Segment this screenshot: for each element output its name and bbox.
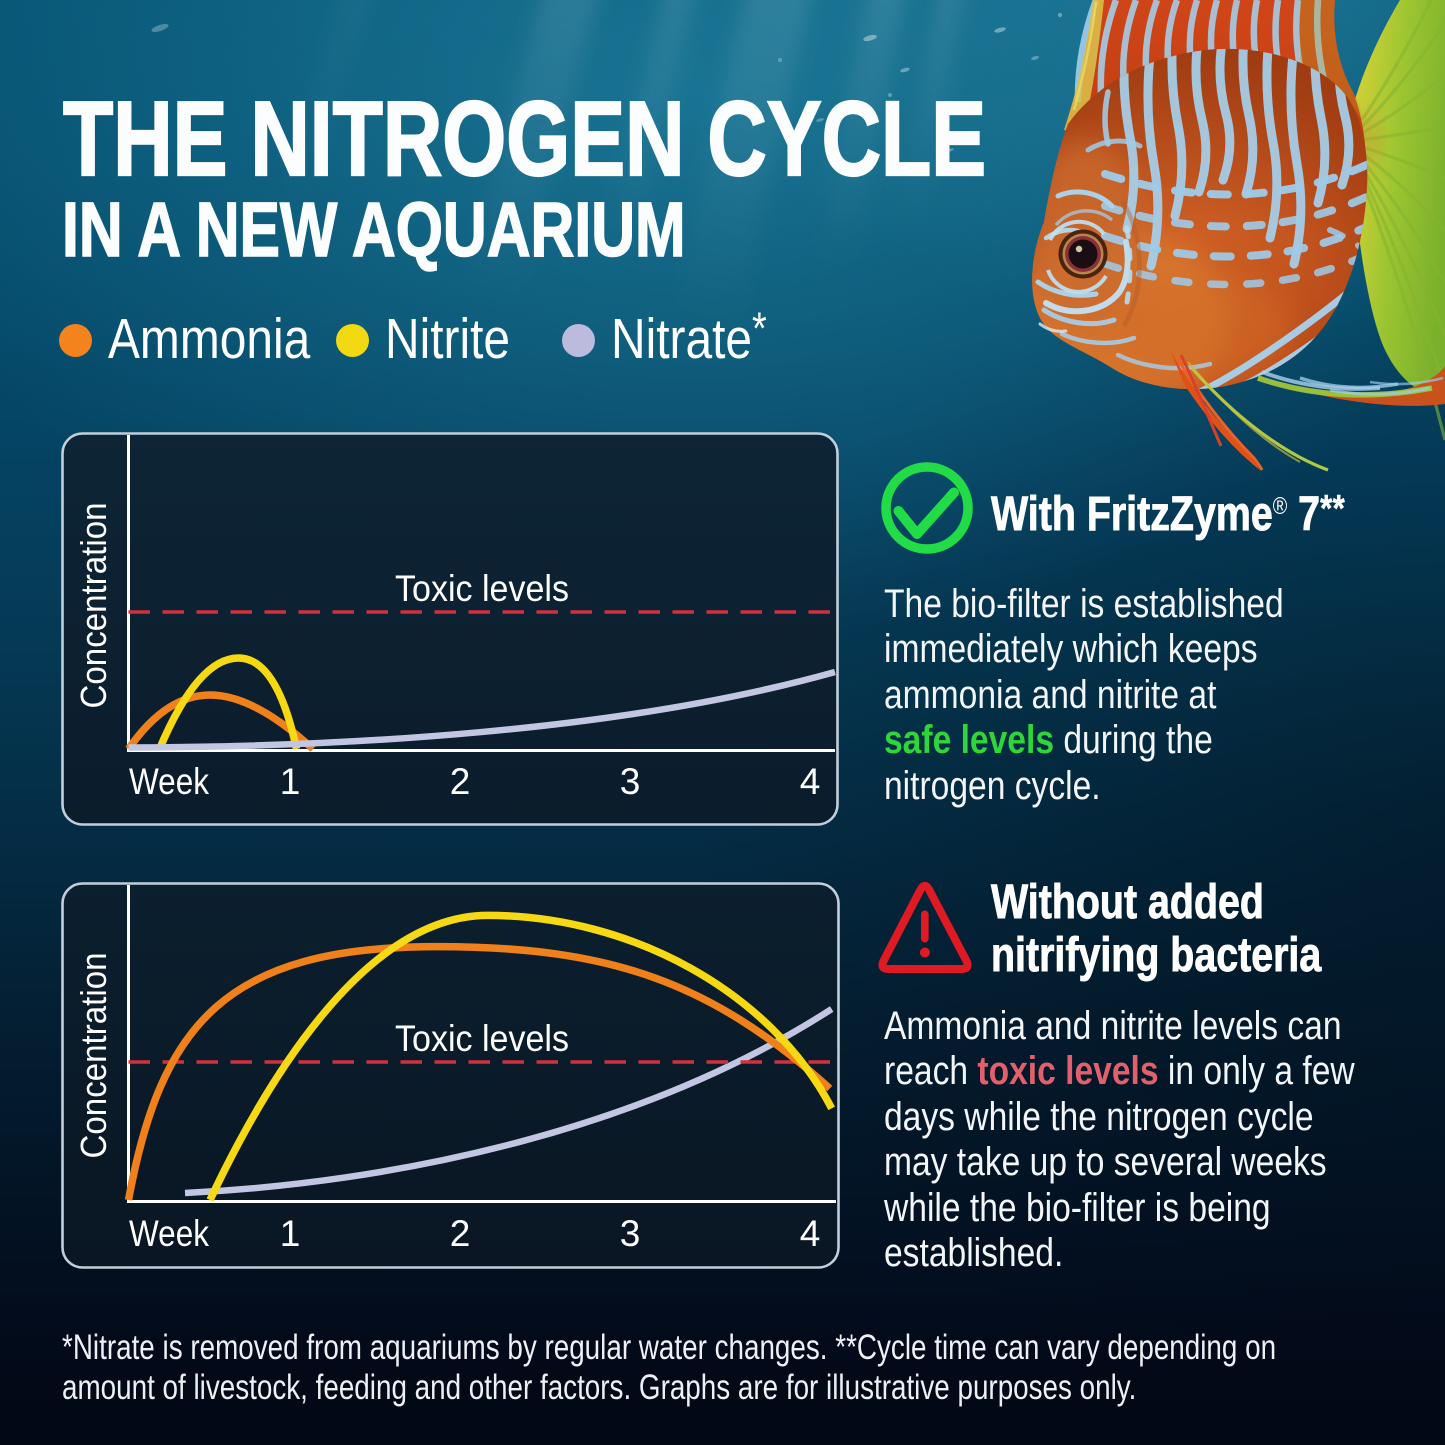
svg-text:Week: Week [129,1213,209,1254]
svg-text:Concentration: Concentration [73,503,114,709]
svg-text:Toxic levels: Toxic levels [395,568,569,609]
svg-text:Concentration: Concentration [73,953,114,1159]
svg-text:2: 2 [450,1213,471,1254]
svg-text:Toxic levels: Toxic levels [395,1018,569,1059]
svg-text:2: 2 [450,761,471,802]
svg-text:3: 3 [620,1213,641,1254]
svg-text:1: 1 [280,761,301,802]
svg-text:Week: Week [129,761,209,802]
svg-text:4: 4 [800,1213,821,1254]
svg-text:4: 4 [800,761,821,802]
svg-text:3: 3 [620,761,641,802]
svg-text:1: 1 [280,1213,301,1254]
